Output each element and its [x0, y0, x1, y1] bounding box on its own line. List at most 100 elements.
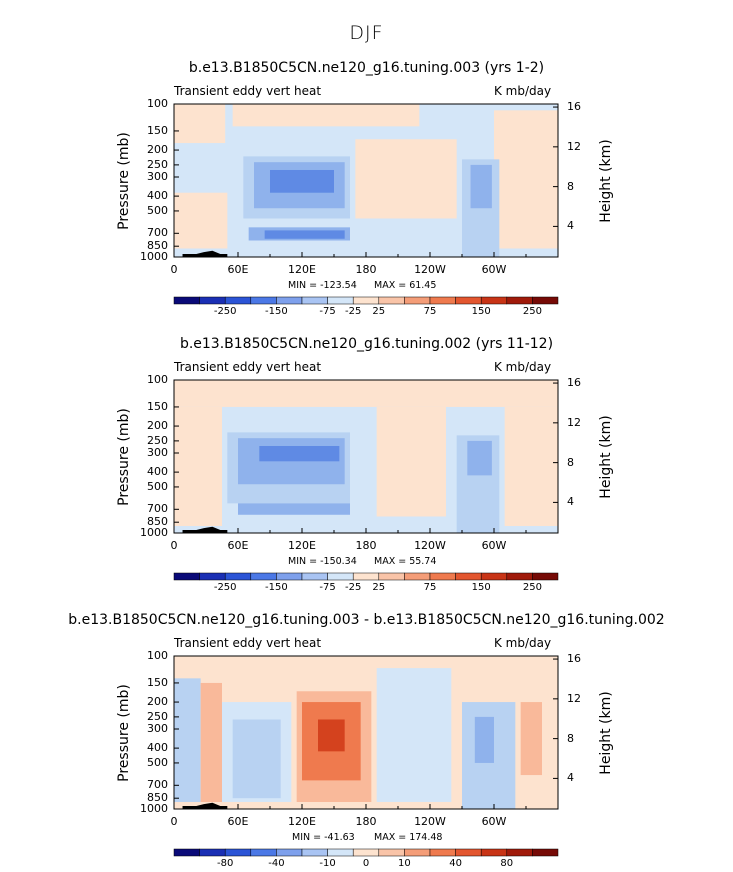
panel-3-colorbar-label-2: -10	[319, 858, 336, 869]
panel-3-colorbar-box-11	[455, 848, 482, 857]
panel-2-rtick-2: 8	[567, 455, 574, 469]
panel-1-ylabel: Pressure (mb)	[116, 131, 132, 230]
panel-1-colorbar-label-0: -250	[213, 306, 237, 317]
panel-1-colorbar-label-6: 150	[471, 306, 491, 317]
panel-1-ytick-1: 150	[147, 123, 168, 137]
panel-1-colorbar-box-4	[276, 296, 303, 305]
panel-1-xtick-4: 120W	[414, 263, 446, 276]
panel-3-xtick-5: 60W	[481, 815, 507, 828]
panel-3-colorbar-box-3	[250, 848, 277, 857]
panel-2-colorbar-box-14	[532, 572, 559, 581]
panel-3-surface-line	[182, 806, 228, 809]
panel-1-region-1	[174, 104, 226, 144]
panel-3-max-label: MAX = 174.48	[374, 832, 443, 843]
panel-3-region-1	[174, 678, 201, 802]
panel-3-min-label: MIN = -41.63	[292, 832, 355, 843]
panel-3-ylabel-right: Height (km)	[598, 690, 614, 775]
panel-3-title: b.e13.B1850C5CN.ne120_g16.tuning.003 - b…	[68, 612, 665, 628]
panel-2-colorbar-box-5	[301, 572, 328, 581]
panel-2-ytick-4: 300	[147, 445, 168, 459]
panel-1-ytick-3: 250	[147, 157, 168, 171]
panel-1-max-label: MAX = 61.45	[374, 280, 437, 291]
panel-2-region-8	[238, 503, 350, 515]
panel-1-colorbar-box-13	[506, 296, 533, 305]
panel-1-ytick-8: 850	[147, 239, 168, 253]
panel-3-colorbar-label-0: -80	[217, 858, 234, 869]
panel-2-xtick-3: 180	[355, 539, 377, 552]
panel-1-colorbar-box-1	[199, 296, 226, 305]
panel-2-colorbar-label-6: 150	[471, 582, 491, 593]
panel-2-xtick-4: 120W	[414, 539, 446, 552]
panel-1-colorbar-label-2: -75	[319, 306, 336, 317]
panel-3-colorbar-box-5	[301, 848, 328, 857]
panel-3-colorbar-box-1	[199, 848, 226, 857]
panel-1-region-12	[470, 164, 492, 209]
panel-2-colorbar-box-6	[327, 572, 354, 581]
panel-1-xtick-2: 120E	[288, 263, 316, 276]
panel-3-colorbar-box-10	[429, 848, 456, 857]
panel-2-colorbar-box-9	[404, 572, 431, 581]
panel-3-colorbar-box-6	[327, 848, 354, 857]
panel-1-colorbar-box-2	[224, 296, 252, 305]
panel-1-region-2	[232, 104, 420, 127]
panel-3-ytick-1: 150	[147, 675, 168, 689]
panel-3-right-string: K mb/day	[494, 636, 552, 650]
panel-1-rtick-2: 8	[567, 179, 574, 193]
panel-3-colorbar-box-0	[173, 848, 200, 857]
panel-2-colorbar-box-1	[199, 572, 226, 581]
panel-1-title: b.e13.B1850C5CN.ne120_g16.tuning.003 (yr…	[188, 60, 545, 76]
panel-1-xtick-3: 180	[355, 263, 377, 276]
panel-1-region-8	[270, 169, 334, 193]
panel-1-region-5	[174, 192, 228, 249]
panel-3-ytick-5: 400	[147, 741, 168, 755]
panel-3-region-8	[376, 668, 452, 802]
panel-2-rtick-1: 12	[567, 415, 581, 429]
panel-3-colorbar-box-9	[404, 848, 431, 857]
panel-2-region-2	[174, 406, 222, 526]
panel-3-ytick-0: 100	[147, 649, 168, 662]
panel-3-xtick-3: 180	[355, 815, 377, 828]
panel-1-xtick-0: 0	[170, 263, 178, 276]
panel-1-colorbar-box-11	[455, 296, 482, 305]
panel-2-region-1	[174, 380, 558, 407]
panel-1-ytick-5: 400	[147, 189, 168, 203]
panel-3-rtick-0: 16	[567, 652, 581, 666]
panel-1-ytick-0: 100	[147, 97, 168, 110]
panel-1-region-3	[355, 139, 457, 219]
panel-2-colorbar-label-4: 25	[372, 582, 386, 593]
panel-3-rtick-3: 4	[567, 771, 574, 785]
panel-1-ylabel-right: Height (km)	[598, 138, 614, 223]
panel-2-colorbar-label-0: -250	[213, 582, 237, 593]
panel-2-rtick-3: 4	[567, 495, 574, 509]
panel-2-max-label: MAX = 55.74	[374, 556, 437, 567]
panel-2-colorbar-box-11	[455, 572, 482, 581]
panel-1-region-4	[494, 110, 558, 249]
panel-1-colorbar-label-3: -25	[345, 306, 362, 317]
panel-2-colorbar-box-10	[429, 572, 456, 581]
panel-3-region-10	[474, 716, 494, 763]
panel-1-min-label: MIN = -123.54	[288, 280, 357, 291]
panel-3-xtick-0: 0	[170, 815, 178, 828]
panel-1-colorbar-box-8	[378, 296, 405, 305]
panel-2-colorbar-box-2	[224, 572, 252, 581]
panel-2-colorbar-box-13	[506, 572, 533, 581]
panel-1-surface-line	[182, 254, 228, 257]
panel-2-ytick-5: 400	[147, 465, 168, 479]
panel-2-ytick-9: 1000	[140, 526, 168, 539]
panel-2-surface-line	[182, 530, 228, 533]
panel-3-colorbar-label-4: 10	[398, 858, 411, 869]
panel-2-ylabel: Pressure (mb)	[116, 407, 132, 506]
panel-2-right-string: K mb/day	[494, 360, 552, 374]
panel-2-ytick-8: 850	[147, 515, 168, 529]
panel-1-ytick-6: 500	[147, 203, 168, 217]
panel-2-colorbar-box-8	[378, 572, 405, 581]
panel-1-xtick-1: 60E	[227, 263, 249, 276]
panel-3-xtick-2: 120E	[288, 815, 316, 828]
panel-3-xtick-4: 120W	[414, 815, 446, 828]
panel-3-ylabel: Pressure (mb)	[116, 683, 132, 782]
panel-3-colorbar-box-7	[352, 848, 380, 857]
panel-3-colorbar-box-14	[532, 848, 559, 857]
panel-2-colorbar-label-5: 75	[423, 582, 437, 593]
panel-1-left-string: Transient eddy vert heat	[174, 84, 322, 98]
